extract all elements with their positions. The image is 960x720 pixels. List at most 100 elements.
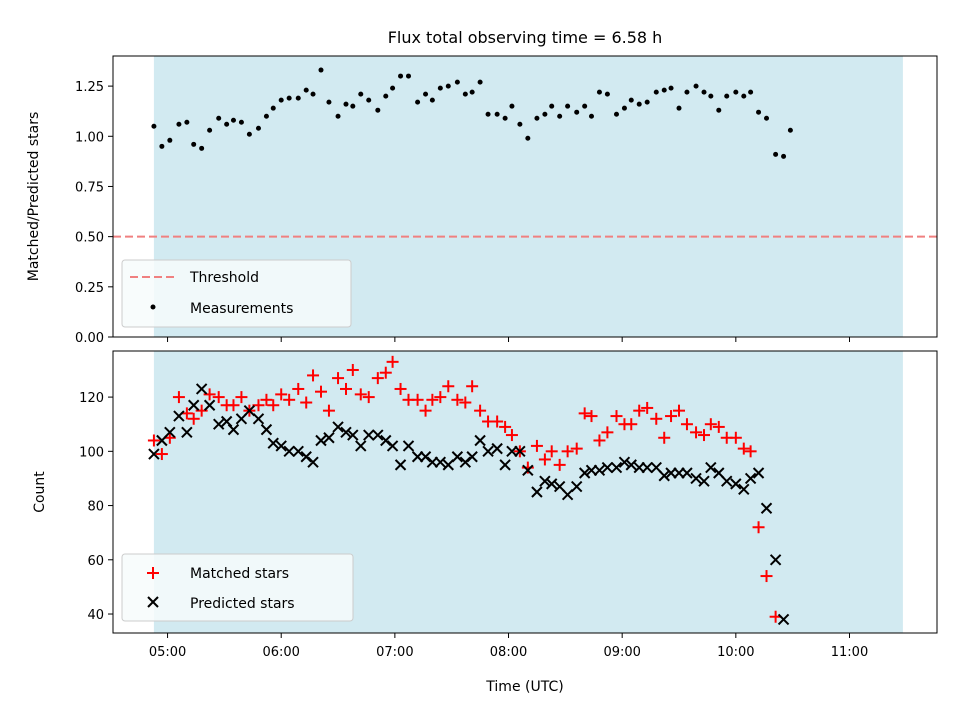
matched-star-point <box>729 431 742 444</box>
predicted-star-point <box>323 432 335 444</box>
predicted-star-point <box>466 451 478 463</box>
predicted-star-point <box>514 445 526 458</box>
predicted-star-point <box>187 399 200 411</box>
measurement-point <box>787 127 793 133</box>
measurement-point <box>701 89 707 95</box>
matched-star-point <box>633 404 646 417</box>
predicted-star-point <box>307 456 319 468</box>
matched-star-point <box>426 393 439 406</box>
matched-star-point <box>641 401 654 414</box>
measurement-point <box>375 107 381 113</box>
measurement-point <box>295 95 301 101</box>
matched-star-point <box>300 396 313 409</box>
legend-threshold-label: Threshold <box>189 270 259 286</box>
predicted-star-point <box>546 478 558 490</box>
measurement-point <box>462 91 468 97</box>
measurement-point <box>184 119 190 125</box>
legend-matched-label: Matched stars <box>190 566 289 582</box>
measurement-point <box>494 111 500 117</box>
measurement-point <box>596 89 602 95</box>
measurement-point <box>406 73 412 79</box>
matched-star-point <box>155 448 168 461</box>
matched-star-point <box>570 442 583 455</box>
matched-star-point <box>212 391 225 404</box>
predicted-star-point <box>610 461 623 474</box>
legend-measurements-swatch <box>150 304 156 310</box>
matched-star-point <box>252 399 265 412</box>
measurement-point <box>477 79 483 85</box>
predicted-star-point <box>658 470 670 482</box>
matched-star-point <box>394 382 407 395</box>
predicted-star-point <box>721 475 733 487</box>
measurement-point <box>764 115 770 121</box>
measurement-point <box>588 113 594 119</box>
predicted-star-point <box>195 383 208 395</box>
predicted-star-point <box>601 461 614 474</box>
count-y-axis-label: Count <box>32 471 48 513</box>
measurement-point <box>636 101 642 107</box>
matched-star-point <box>545 445 558 458</box>
matched-star-point <box>267 399 280 412</box>
predicted-star-point <box>522 464 534 477</box>
matched-star-point <box>203 388 216 401</box>
predicted-star-point <box>347 429 359 441</box>
predicted-star-point <box>267 437 279 449</box>
x-tick-label: 11:00 <box>831 645 868 660</box>
matched-star-point <box>172 391 185 404</box>
predicted-star-point <box>315 434 327 447</box>
predicted-star-point <box>705 461 717 474</box>
measurement-point <box>668 85 674 91</box>
measurement-point <box>557 113 563 119</box>
predicted-star-point <box>698 475 710 487</box>
predicted-star-point <box>769 554 782 566</box>
measurement-point <box>398 73 404 79</box>
matched-star-point <box>610 410 623 423</box>
time-x-ticks: 05:00 06:00 07:00 08:00 09:00 10:00 11:00 <box>149 633 868 660</box>
predicted-star-point <box>641 461 653 474</box>
legend-matched-swatch <box>147 567 159 579</box>
measurement-point <box>517 121 523 127</box>
measurement-point <box>159 143 165 149</box>
x-tick-label: 05:00 <box>149 645 186 660</box>
ratio-y-ticks: 0.00 0.25 0.50 0.75 1.00 1.25 <box>75 80 113 346</box>
measurement-point <box>216 115 222 121</box>
predicted-star-point <box>482 445 494 458</box>
predicted-star-point <box>578 467 591 479</box>
measurement-point <box>565 103 571 109</box>
measurement-point <box>574 109 580 115</box>
x-tick-label: 09:00 <box>603 645 640 660</box>
measurement-point <box>176 121 182 127</box>
matched-star-point <box>379 366 392 379</box>
matched-star-point <box>314 385 327 398</box>
ratio-x-ticks <box>167 337 850 342</box>
measurement-point <box>693 83 699 89</box>
measurement-point <box>684 89 690 95</box>
y-tick-label: 80 <box>87 500 104 515</box>
matched-star-point <box>491 415 504 428</box>
measurement-point <box>676 105 682 111</box>
predicted-star-point <box>777 613 790 626</box>
predicted-star-point <box>593 464 606 477</box>
count-legend: Matched stars Predicted stars <box>121 553 354 622</box>
measurement-point <box>661 87 667 93</box>
y-tick-label: 40 <box>87 608 104 623</box>
measurement-point <box>454 79 460 85</box>
measurement-point <box>741 93 747 99</box>
measurement-point <box>358 91 364 97</box>
matched-star-point <box>371 372 384 385</box>
predicted-star-point <box>625 459 637 471</box>
predicted-star-point <box>164 426 176 439</box>
measurement-point <box>167 137 173 143</box>
matched-star-point <box>744 445 757 458</box>
count-panel: 40 60 80 100 120 05:00 06:00 07:00 08:00 09:00 10… <box>32 350 938 695</box>
measurement-point <box>326 99 332 105</box>
matched-star-point <box>459 396 472 409</box>
matched-star-point <box>585 410 598 423</box>
matched-star-point <box>673 404 686 417</box>
matched-star-point <box>187 412 200 425</box>
y-tick-label: 100 <box>79 445 104 460</box>
measurement-point <box>151 123 157 129</box>
predicted-star-point <box>227 423 240 436</box>
predicted-star-point <box>752 467 765 479</box>
matched-star-point <box>292 382 305 395</box>
